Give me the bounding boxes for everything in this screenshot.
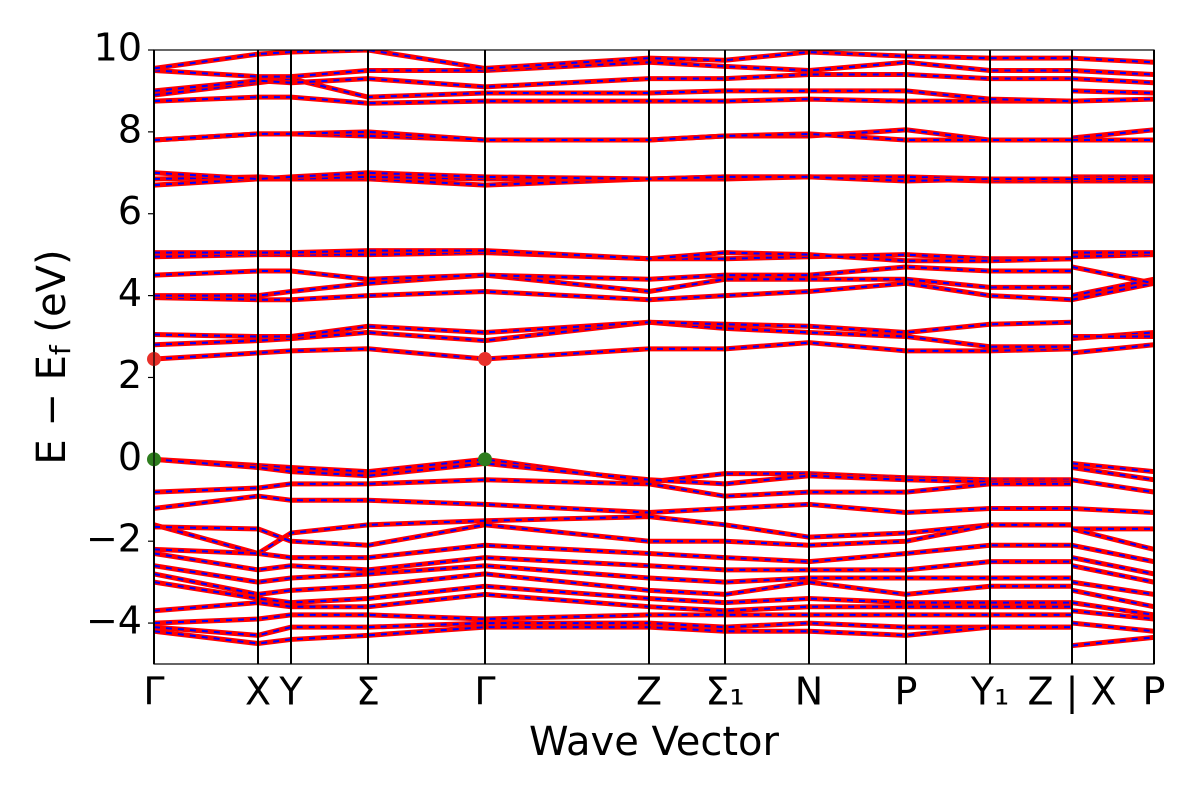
y-tick-label: −2 [86,517,142,561]
x-tick-label: P [895,670,918,714]
x-axis-label: Wave Vector [529,719,780,765]
band-line-dashed [154,572,1154,596]
band-line-dashed [154,77,1154,103]
band-edge-marker [478,352,492,367]
x-tick-label: Σ [356,670,380,714]
y-tick-label: 6 [118,189,142,233]
x-tick-label: Y [278,670,303,714]
band-line-dashed [154,523,1154,551]
x-tick-label: Y₁ [970,670,1009,714]
y-tick-label: 8 [118,107,142,151]
y-tick-label: −4 [86,599,142,643]
y-axis-label: E − Ef (eV) [29,249,77,464]
y-label-unit: (eV) [29,249,75,345]
overlay: Γ X Y Σ Γ Z Σ₁ N P Y₁ Z | X P −4 −2 0 2 4 6 8 10 [86,26,1165,715]
x-tick-label: P [1143,670,1166,714]
y-tick-label: 10 [94,26,142,70]
x-tick-label: Γ [143,670,164,714]
bands [154,50,1154,649]
plot-frame [153,49,1155,665]
y-label-main: E − E [29,355,75,465]
x-tick-label: Z [636,670,662,714]
x-tick-label: N [795,670,823,714]
x-tick-label: Σ₁ [705,670,744,714]
y-tick-label: 2 [118,353,142,397]
x-tick-label: Γ [474,670,495,714]
band-edge-marker [478,452,492,467]
y-tick-label: 0 [118,435,142,479]
x-tick-label: Z | X [1027,670,1116,715]
y-tick-label: 4 [118,271,142,315]
y-label-sub: f [44,344,77,355]
x-tick-label: X [245,670,271,714]
